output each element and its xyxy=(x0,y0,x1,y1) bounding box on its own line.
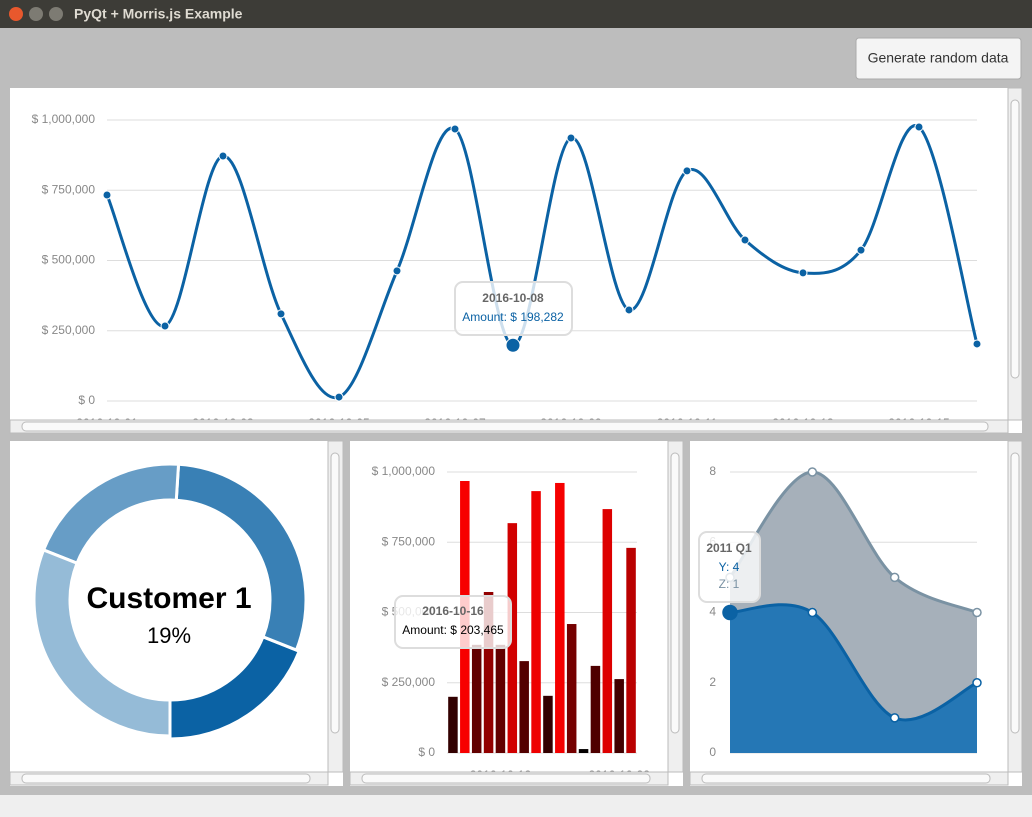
bar xyxy=(555,482,565,753)
bar xyxy=(578,749,589,753)
bar xyxy=(626,547,636,753)
scroll-thumb[interactable] xyxy=(670,452,680,734)
tooltip-title: 2016-10-16 xyxy=(422,604,484,618)
scroll-thumb[interactable] xyxy=(1010,99,1020,379)
scroll-thumb[interactable] xyxy=(330,452,340,734)
generate-button[interactable] xyxy=(855,37,1022,80)
tooltip-text: Amount: $ 203,465 xyxy=(402,623,504,637)
title-bar xyxy=(0,0,1032,28)
point xyxy=(102,190,112,200)
y-tick-label: $ 0 xyxy=(418,745,435,759)
point xyxy=(972,607,982,618)
donut-segment xyxy=(32,547,172,738)
scroll-thumb[interactable] xyxy=(21,773,311,784)
x-tick-label: 2016-10-12 xyxy=(470,768,532,782)
x-tick-label: 2016-10-15 xyxy=(888,416,950,430)
point xyxy=(218,151,228,161)
point xyxy=(566,133,576,143)
bar xyxy=(483,591,494,753)
y-tick-label: 0 xyxy=(709,745,716,759)
point xyxy=(807,607,818,618)
y-tick-label: $ 750,000 xyxy=(382,534,436,548)
bar xyxy=(448,696,458,753)
scroll-thumb[interactable] xyxy=(1010,452,1020,734)
point xyxy=(889,572,900,583)
y-tick-label: $ 1,000,000 xyxy=(32,112,96,126)
point xyxy=(740,235,750,245)
x-tick-label: 2016-10-03 xyxy=(192,416,254,430)
x-tick-label: 2016-10-09 xyxy=(540,416,602,430)
bar xyxy=(519,661,529,753)
close-button[interactable] xyxy=(9,7,23,21)
tooltip xyxy=(394,595,512,649)
donut-label: Customer 1 xyxy=(86,582,251,615)
bar xyxy=(531,491,541,753)
tooltip-text: Amount: $ 198,282 xyxy=(462,310,564,324)
maximize-button[interactable] xyxy=(49,7,63,21)
y-tick-label: 8 xyxy=(709,464,716,478)
point xyxy=(392,266,402,276)
bar xyxy=(614,679,624,753)
area xyxy=(730,604,977,753)
donut-chart xyxy=(32,462,308,741)
y-tick-label: 4 xyxy=(709,605,716,619)
y-tick-label: 2 xyxy=(709,675,716,689)
bar xyxy=(602,509,613,753)
area-line xyxy=(728,470,978,614)
point xyxy=(856,245,866,255)
scrollbars xyxy=(9,87,1023,786)
x-tick-label: 2016-10-13 xyxy=(772,416,834,430)
scroll-thumb[interactable] xyxy=(21,421,989,432)
area xyxy=(730,472,977,720)
tooltip-title: 2016-10-08 xyxy=(482,291,544,305)
bar xyxy=(566,624,577,753)
bar xyxy=(543,695,553,753)
point xyxy=(807,467,818,477)
scroll-thumb[interactable] xyxy=(361,773,651,784)
y-tick-label: $ 250,000 xyxy=(42,323,96,337)
x-tick-label: 2016-10-22 xyxy=(588,768,650,782)
bar xyxy=(507,523,518,753)
y-tick-label: $ 500,000 xyxy=(42,253,96,267)
point xyxy=(276,309,286,319)
y-tick-label: $ 1,000,000 xyxy=(372,464,436,478)
point xyxy=(722,604,738,621)
x-tick-label: 2016-10-07 xyxy=(424,416,486,430)
tooltip-title: 2011 Q1 xyxy=(706,541,752,555)
window-title: PyQt + Morris.js Example xyxy=(74,6,243,22)
minimize-button[interactable] xyxy=(29,7,43,21)
point xyxy=(889,713,900,723)
tooltip xyxy=(698,531,761,603)
bar xyxy=(471,644,482,753)
point xyxy=(450,124,460,134)
status-bar xyxy=(0,795,1032,817)
donut-value: 19% xyxy=(147,623,191,648)
y-tick-label: $ 250,000 xyxy=(382,675,436,689)
tooltip-text: Z: 1 xyxy=(719,577,740,591)
y-tick-label: $ 0 xyxy=(78,393,95,407)
x-tick-label: 2016-10-01 xyxy=(76,416,138,430)
point xyxy=(972,339,982,349)
point xyxy=(160,321,170,331)
tooltip-text: Y: 4 xyxy=(719,560,740,574)
area-line xyxy=(729,603,978,722)
bar xyxy=(495,644,506,753)
tooltip xyxy=(454,281,573,336)
point xyxy=(505,337,521,353)
bar xyxy=(590,665,601,753)
point xyxy=(334,392,344,402)
x-tick-label: 2016-10-05 xyxy=(308,416,370,430)
button-label[interactable]: Generate random data xyxy=(868,50,1009,66)
point xyxy=(972,678,982,688)
scroll-thumb[interactable] xyxy=(701,773,991,784)
point xyxy=(682,166,692,176)
point xyxy=(914,122,924,132)
x-tick-label: 2016-10-11 xyxy=(657,416,718,430)
donut-segment xyxy=(168,634,302,741)
y-tick-label: $ 750,000 xyxy=(42,182,96,196)
point xyxy=(624,305,634,315)
point xyxy=(798,268,808,278)
